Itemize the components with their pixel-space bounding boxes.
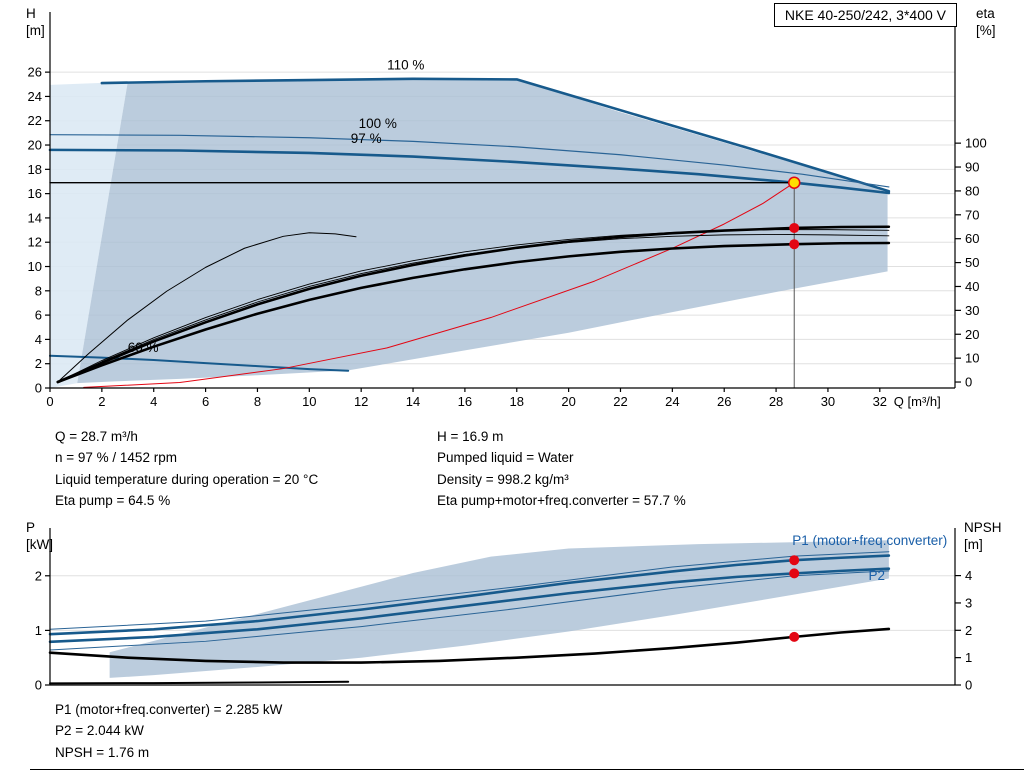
svg-text:24: 24 [28,89,42,104]
svg-text:2: 2 [35,356,42,371]
svg-text:28: 28 [769,394,783,409]
svg-text:18: 18 [28,162,42,177]
svg-text:6: 6 [35,308,42,323]
svg-text:22: 22 [613,394,627,409]
svg-text:16: 16 [458,394,472,409]
svg-text:P2: P2 [868,568,885,583]
svg-text:1: 1 [35,623,42,638]
svg-text:60 %: 60 % [128,340,159,355]
svg-text:4: 4 [150,394,157,409]
svg-text:26: 26 [28,65,42,80]
svg-text:24: 24 [665,394,679,409]
svg-text:90: 90 [965,160,979,175]
svg-text:2: 2 [965,623,972,638]
svg-text:8: 8 [254,394,261,409]
svg-text:32: 32 [873,394,887,409]
svg-text:60: 60 [965,231,979,246]
svg-text:50: 50 [965,255,979,270]
svg-text:14: 14 [406,394,420,409]
eta-pump-text: Eta pump = 64.5 % [55,492,171,508]
svg-text:10: 10 [302,394,316,409]
svg-text:P1 (motor+freq.converter): P1 (motor+freq.converter) [792,533,947,548]
svg-text:4: 4 [965,568,972,583]
density-text: Density = 998.2 kg/m³ [437,471,569,487]
svg-text:80: 80 [965,183,979,198]
svg-text:18: 18 [510,394,524,409]
svg-text:40: 40 [965,279,979,294]
npsh-axis-header-symbol: NPSH [964,520,1002,535]
svg-text:6: 6 [202,394,209,409]
svg-text:16: 16 [28,186,42,201]
duty-speed-text: n = 97 % / 1452 rpm [55,450,177,466]
bottom-divider [30,769,1024,770]
svg-text:0: 0 [965,375,972,390]
svg-text:30: 30 [821,394,835,409]
duty-flow-text: Q = 28.7 m³/h [55,429,138,444]
duty-head-text: H = 16.9 m [437,429,504,444]
svg-text:2: 2 [35,568,42,583]
h-axis-header: H [m] [26,5,45,39]
p-axis-header: P [kW] [26,519,53,553]
svg-text:0: 0 [46,394,53,409]
svg-text:110 %: 110 % [387,58,424,73]
svg-text:30: 30 [965,303,979,318]
svg-text:97 %: 97 % [351,131,382,146]
eta-axis-header: eta [%] [976,5,996,39]
svg-text:12: 12 [28,235,42,250]
svg-text:100: 100 [965,136,987,151]
svg-text:10: 10 [28,259,42,274]
eta-axis-header-unit: [%] [976,23,996,38]
duty-info-left: Q = 28.7 m³/h n = 97 % / 1452 rpm Liquid… [55,426,318,511]
svg-text:20: 20 [28,138,42,153]
npsh-axis-header: NPSH [m] [964,519,1002,553]
svg-text:14: 14 [28,210,42,225]
svg-text:12: 12 [354,394,368,409]
svg-text:0: 0 [35,678,42,693]
svg-text:Q [m³/h]: Q [m³/h] [894,394,941,409]
svg-text:26: 26 [717,394,731,409]
h-axis-header-symbol: H [26,6,36,21]
p2-text: P2 = 2.044 kW [55,723,144,739]
svg-text:3: 3 [965,595,972,610]
svg-text:8: 8 [35,283,42,298]
duty-info-right: H = 16.9 m Pumped liquid = Water Density… [437,426,686,511]
svg-text:20: 20 [561,394,575,409]
svg-text:70: 70 [965,207,979,222]
pump-title-box: NKE 40-250/242, 3*400 V [773,3,957,27]
p1-text: P1 (motor+freq.converter) = 2.285 kW [55,702,283,717]
svg-text:0: 0 [35,381,42,396]
p-axis-header-unit: [kW] [26,537,53,552]
liquid-temp-text: Liquid temperature during operation = 20… [55,471,319,487]
svg-text:10: 10 [965,351,979,366]
svg-text:4: 4 [35,332,42,347]
svg-text:2: 2 [98,394,105,409]
power-info: P1 (motor+freq.converter) = 2.285 kW P2 … [55,699,282,763]
npsh-axis-header-unit: [m] [964,537,983,552]
eta-axis-header-symbol: eta [976,6,995,21]
eta-total-text: Eta pump+motor+freq.converter = 57.7 % [437,492,686,508]
p-axis-header-symbol: P [26,520,36,535]
svg-text:1: 1 [965,650,972,665]
pumped-liquid-text: Pumped liquid = Water [437,450,574,466]
svg-text:22: 22 [28,113,42,128]
svg-text:0: 0 [965,678,972,693]
svg-text:100 %: 100 % [359,116,397,131]
svg-text:20: 20 [965,327,979,342]
h-axis-header-unit: [m] [26,23,45,38]
npsh-text: NPSH = 1.76 m [55,744,150,760]
